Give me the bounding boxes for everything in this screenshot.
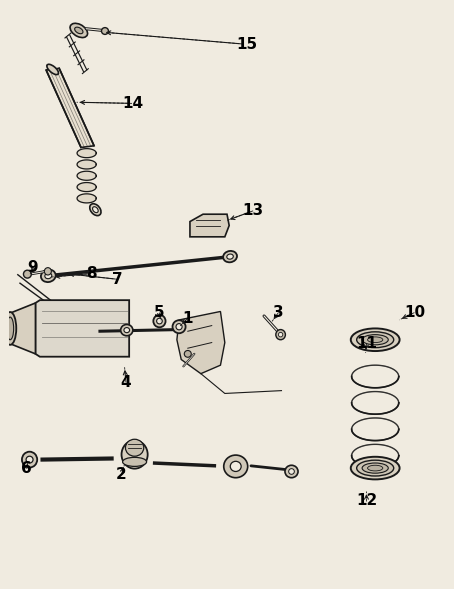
Ellipse shape — [70, 24, 88, 38]
Ellipse shape — [44, 267, 51, 275]
Polygon shape — [11, 303, 35, 354]
Text: 3: 3 — [273, 305, 284, 320]
Text: 11: 11 — [356, 336, 377, 351]
Polygon shape — [352, 403, 399, 414]
Ellipse shape — [4, 312, 16, 345]
Text: 4: 4 — [121, 375, 131, 390]
Ellipse shape — [157, 318, 162, 324]
Ellipse shape — [22, 452, 37, 468]
Ellipse shape — [173, 320, 186, 333]
Polygon shape — [77, 160, 96, 169]
Ellipse shape — [230, 461, 241, 471]
Ellipse shape — [90, 204, 101, 216]
Ellipse shape — [368, 337, 383, 343]
Text: 8: 8 — [86, 266, 96, 281]
Ellipse shape — [41, 270, 56, 282]
Ellipse shape — [278, 332, 283, 337]
Ellipse shape — [351, 329, 400, 351]
Ellipse shape — [289, 469, 294, 474]
Text: 5: 5 — [154, 305, 165, 320]
Text: 6: 6 — [21, 461, 32, 476]
Ellipse shape — [285, 465, 298, 478]
Ellipse shape — [102, 28, 109, 34]
Polygon shape — [352, 456, 399, 467]
Ellipse shape — [26, 456, 33, 463]
Ellipse shape — [176, 323, 182, 330]
Polygon shape — [35, 300, 129, 357]
Text: 14: 14 — [123, 96, 144, 111]
Ellipse shape — [123, 457, 147, 466]
Text: 7: 7 — [112, 272, 123, 287]
Text: 2: 2 — [116, 467, 127, 482]
Polygon shape — [77, 183, 96, 191]
Polygon shape — [190, 214, 229, 237]
PathPatch shape — [46, 68, 94, 147]
Text: 10: 10 — [404, 305, 425, 320]
Ellipse shape — [124, 327, 129, 333]
Ellipse shape — [224, 455, 248, 478]
Ellipse shape — [122, 441, 148, 469]
Polygon shape — [77, 148, 96, 158]
Ellipse shape — [45, 273, 52, 279]
Ellipse shape — [125, 439, 144, 456]
Polygon shape — [177, 312, 225, 373]
Ellipse shape — [362, 335, 388, 345]
Ellipse shape — [357, 332, 394, 348]
Ellipse shape — [276, 330, 286, 340]
Ellipse shape — [357, 460, 394, 476]
Polygon shape — [352, 376, 399, 388]
Ellipse shape — [47, 64, 59, 75]
Polygon shape — [77, 171, 96, 180]
Polygon shape — [352, 429, 399, 441]
Ellipse shape — [121, 325, 133, 336]
Ellipse shape — [93, 207, 98, 213]
Ellipse shape — [184, 350, 191, 358]
Text: 9: 9 — [28, 260, 39, 276]
Text: 1: 1 — [183, 311, 193, 326]
Text: 15: 15 — [236, 37, 257, 51]
Ellipse shape — [24, 270, 31, 278]
Ellipse shape — [7, 317, 14, 340]
Ellipse shape — [351, 457, 400, 479]
Text: 12: 12 — [356, 494, 377, 508]
Ellipse shape — [362, 463, 388, 473]
Ellipse shape — [74, 27, 83, 34]
Ellipse shape — [153, 315, 166, 327]
Ellipse shape — [227, 254, 233, 259]
Polygon shape — [77, 194, 96, 203]
Text: 13: 13 — [242, 203, 264, 219]
Ellipse shape — [368, 465, 383, 471]
Ellipse shape — [223, 251, 237, 262]
